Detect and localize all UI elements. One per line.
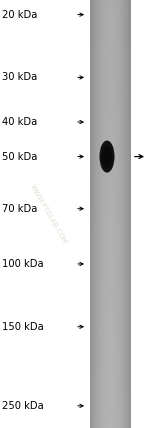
Text: 150 kDa: 150 kDa <box>2 322 43 332</box>
Text: 40 kDa: 40 kDa <box>2 117 37 127</box>
Ellipse shape <box>99 140 114 172</box>
Text: WWW.PTGLAB.COM: WWW.PTGLAB.COM <box>28 183 68 245</box>
Text: 20 kDa: 20 kDa <box>2 9 37 20</box>
Ellipse shape <box>102 146 112 168</box>
Text: 70 kDa: 70 kDa <box>2 204 37 214</box>
Text: 100 kDa: 100 kDa <box>2 259 43 269</box>
Text: 250 kDa: 250 kDa <box>2 401 43 411</box>
Text: 30 kDa: 30 kDa <box>2 72 37 83</box>
Text: 50 kDa: 50 kDa <box>2 152 37 162</box>
